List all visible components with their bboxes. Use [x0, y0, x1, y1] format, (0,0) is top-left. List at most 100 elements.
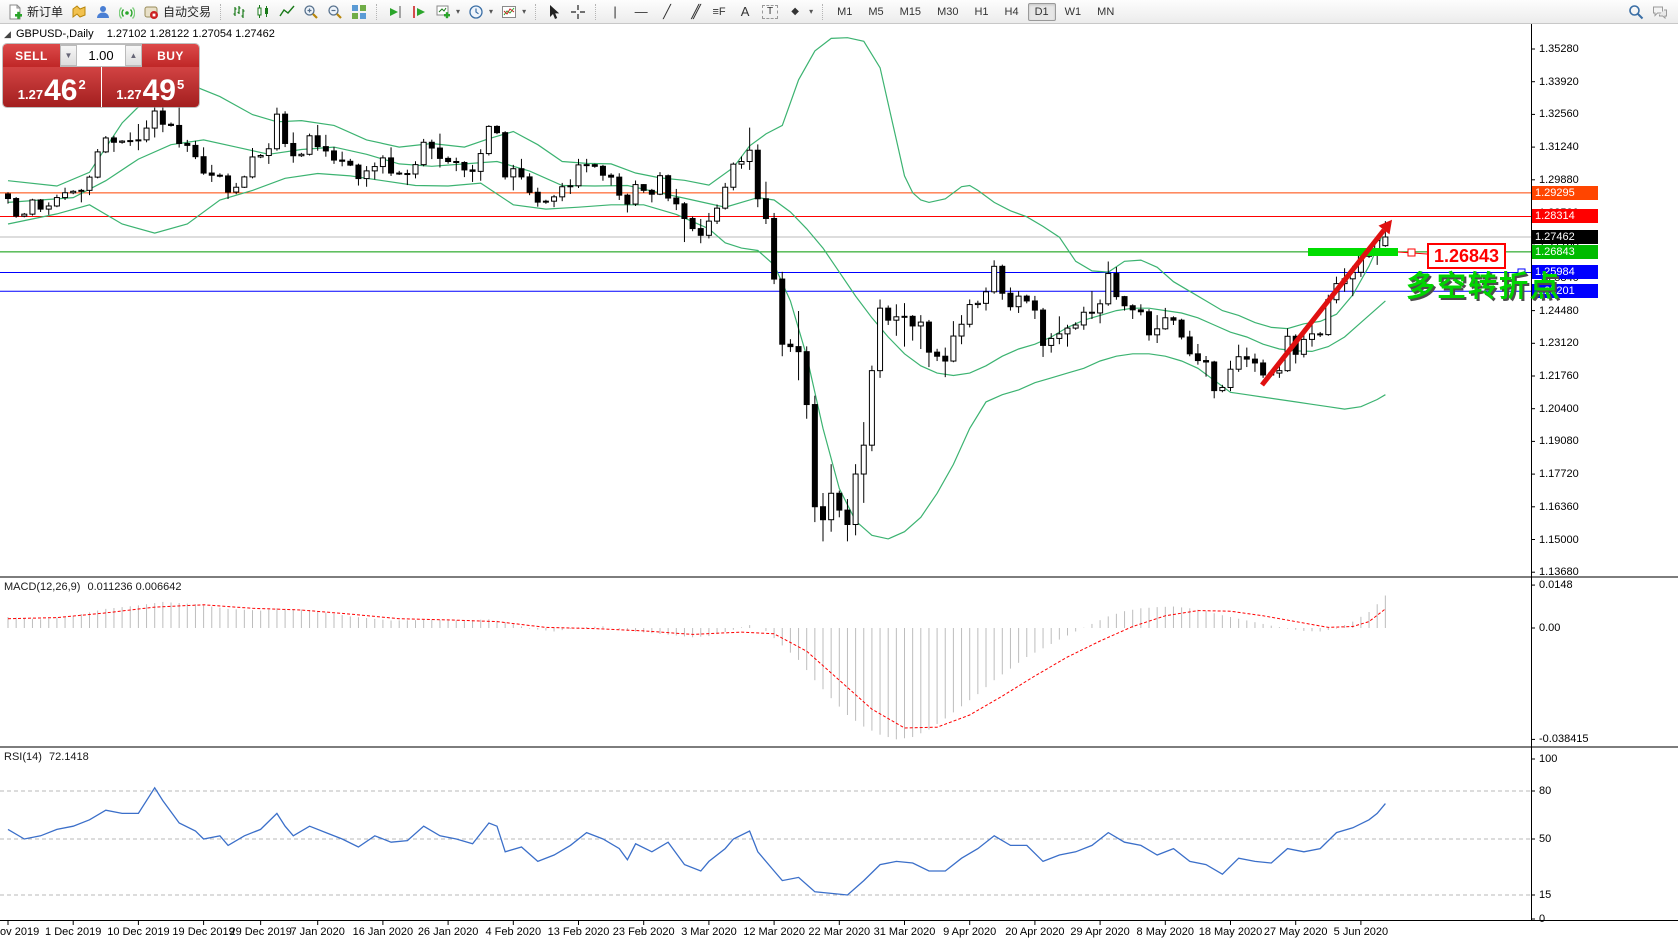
text-icon: A: [740, 4, 750, 19]
fibonacci-icon: ≡F: [712, 5, 726, 18]
rsi-label: RSI(14) 72.1418: [4, 751, 89, 763]
bar-chart-button[interactable]: [227, 2, 251, 22]
channel-icon: ╱╱: [691, 3, 701, 19]
timeframe-button-mn[interactable]: MN: [1097, 5, 1115, 18]
line-chart-icon: [279, 5, 295, 16]
sell-price-point: 2: [78, 77, 86, 92]
trendline-tool[interactable]: ╱: [654, 2, 680, 22]
turning-point-annotation[interactable]: 多空转折点: [1406, 271, 1562, 303]
sell-price-pips: 46: [44, 74, 78, 107]
horizontal-line-icon: —: [634, 4, 648, 19]
new-chart-icon: [436, 5, 451, 18]
signals-button[interactable]: [115, 2, 139, 22]
profiles-button[interactable]: [67, 2, 91, 22]
cursor-tool-button[interactable]: [542, 2, 566, 22]
text-tool[interactable]: A: [732, 2, 758, 22]
search-button[interactable]: [1624, 2, 1648, 22]
volume-stepper: ▼ ▲: [60, 44, 142, 67]
rsi-title: RSI(14): [4, 751, 42, 763]
clock-icon: [469, 4, 483, 19]
macd-title: MACD(12,26,9): [4, 581, 81, 593]
zoom-out-button[interactable]: [323, 2, 347, 22]
auto-scroll-button[interactable]: [383, 2, 407, 22]
chart-corner-icon: ◢: [4, 29, 11, 39]
timeframe-button-h4[interactable]: H4: [1004, 5, 1019, 18]
search-icon: [1629, 4, 1644, 19]
volume-increase-button[interactable]: ▲: [125, 45, 142, 66]
text-label-tool[interactable]: T: [758, 2, 782, 22]
chart-shift-icon: [413, 5, 426, 18]
toolbar-separator: [822, 3, 824, 20]
chevron-down-icon: ▾: [456, 7, 461, 16]
timeframe-button-m1[interactable]: M1: [837, 5, 853, 18]
candlestick-chart-button[interactable]: [251, 2, 275, 22]
timeframe-button-m30[interactable]: M30: [937, 5, 959, 18]
rsi-value: 72.1418: [48, 751, 89, 763]
timeframe-button-w1[interactable]: W1: [1064, 5, 1082, 18]
trendline-icon: ╱: [663, 3, 671, 19]
community-icon: [97, 5, 110, 18]
volume-input[interactable]: [77, 45, 125, 66]
zoom-in-button[interactable]: [299, 2, 323, 22]
timeframe-button-m15[interactable]: M15: [899, 5, 922, 18]
toolbar-separator: [595, 3, 597, 20]
crosshair-tool-button[interactable]: [566, 2, 590, 22]
bar-chart-icon: [233, 5, 245, 18]
toolbar-separator: [220, 3, 222, 20]
timeframe-button-m5[interactable]: M5: [868, 5, 884, 18]
text-label-icon: T: [762, 4, 779, 19]
candlestick-chart-icon: [257, 4, 269, 18]
horizontal-line-tool[interactable]: —: [628, 2, 654, 22]
chart-title: GBPUSD-,Daily 1.27102 1.28122 1.27054 1.…: [16, 28, 275, 40]
vertical-line-tool[interactable]: |: [602, 2, 628, 22]
tile-windows-icon: [352, 4, 367, 19]
periods-dropdown[interactable]: ▾: [464, 2, 497, 22]
buy-button[interactable]: BUY: [142, 44, 199, 67]
tile-windows-button[interactable]: [347, 2, 371, 22]
template-icon: [502, 5, 517, 18]
chat-icon: [1653, 6, 1667, 19]
autotrading-label: 自动交易: [163, 5, 212, 19]
profiles-icon: [72, 4, 86, 18]
buy-price-point: 5: [176, 77, 185, 92]
timeframe-button-h1[interactable]: H1: [974, 5, 989, 18]
new-chart-dropdown[interactable]: ▾: [431, 2, 464, 22]
macd-label: MACD(12,26,9) 0.011236 0.006642: [4, 581, 181, 593]
zoom-out-icon: [328, 4, 342, 19]
templates-dropdown[interactable]: ▾: [497, 2, 530, 22]
channel-tool[interactable]: ╱╱: [680, 2, 706, 22]
sell-button[interactable]: SELL: [3, 44, 60, 67]
chevron-down-icon: ▾: [809, 7, 814, 16]
sell-price-major: 1.27: [17, 87, 44, 102]
buy-price-major: 1.27: [116, 87, 142, 102]
community-button[interactable]: [91, 2, 115, 22]
crosshair-icon: [571, 4, 586, 19]
toolbar-separator: [376, 3, 378, 20]
chart-shift-button[interactable]: [407, 2, 431, 22]
chart-symbol-period: GBPUSD-,Daily: [16, 28, 94, 40]
autotrading-button[interactable]: 自动交易: [139, 2, 215, 22]
line-chart-button[interactable]: [275, 2, 299, 22]
buy-price-display[interactable]: 1.27 49 5: [101, 67, 199, 107]
toolbar-separator: [535, 3, 537, 20]
vertical-line-icon: |: [613, 4, 617, 19]
price-annotation-box[interactable]: 1.26843: [1427, 243, 1507, 269]
new-order-button[interactable]: 新订单: [3, 2, 67, 22]
signals-icon: [119, 6, 136, 19]
fibonacci-tool[interactable]: ≡F: [706, 2, 732, 22]
shapes-dropdown[interactable]: ◆ ▾: [782, 2, 817, 22]
auto-scroll-icon: [390, 5, 401, 18]
volume-decrease-button[interactable]: ▼: [60, 45, 77, 66]
one-click-trading-panel: SELL ▼ ▲ BUY 1.27 46 2 1.27 49 5: [3, 44, 199, 107]
buy-price-pips: 49: [142, 74, 176, 107]
timeframe-toolbar: M1 M5 M15 M30 H1 H4 D1 W1 MN: [829, 2, 1122, 21]
chat-button[interactable]: [1648, 2, 1672, 22]
sell-price-display[interactable]: 1.27 46 2: [3, 67, 101, 107]
new-order-icon: [9, 4, 22, 19]
chevron-down-icon: ▾: [489, 7, 494, 16]
new-order-label: 新订单: [27, 5, 64, 19]
timeframe-button-d1[interactable]: D1: [1027, 2, 1056, 21]
zoom-in-icon: [304, 4, 318, 19]
